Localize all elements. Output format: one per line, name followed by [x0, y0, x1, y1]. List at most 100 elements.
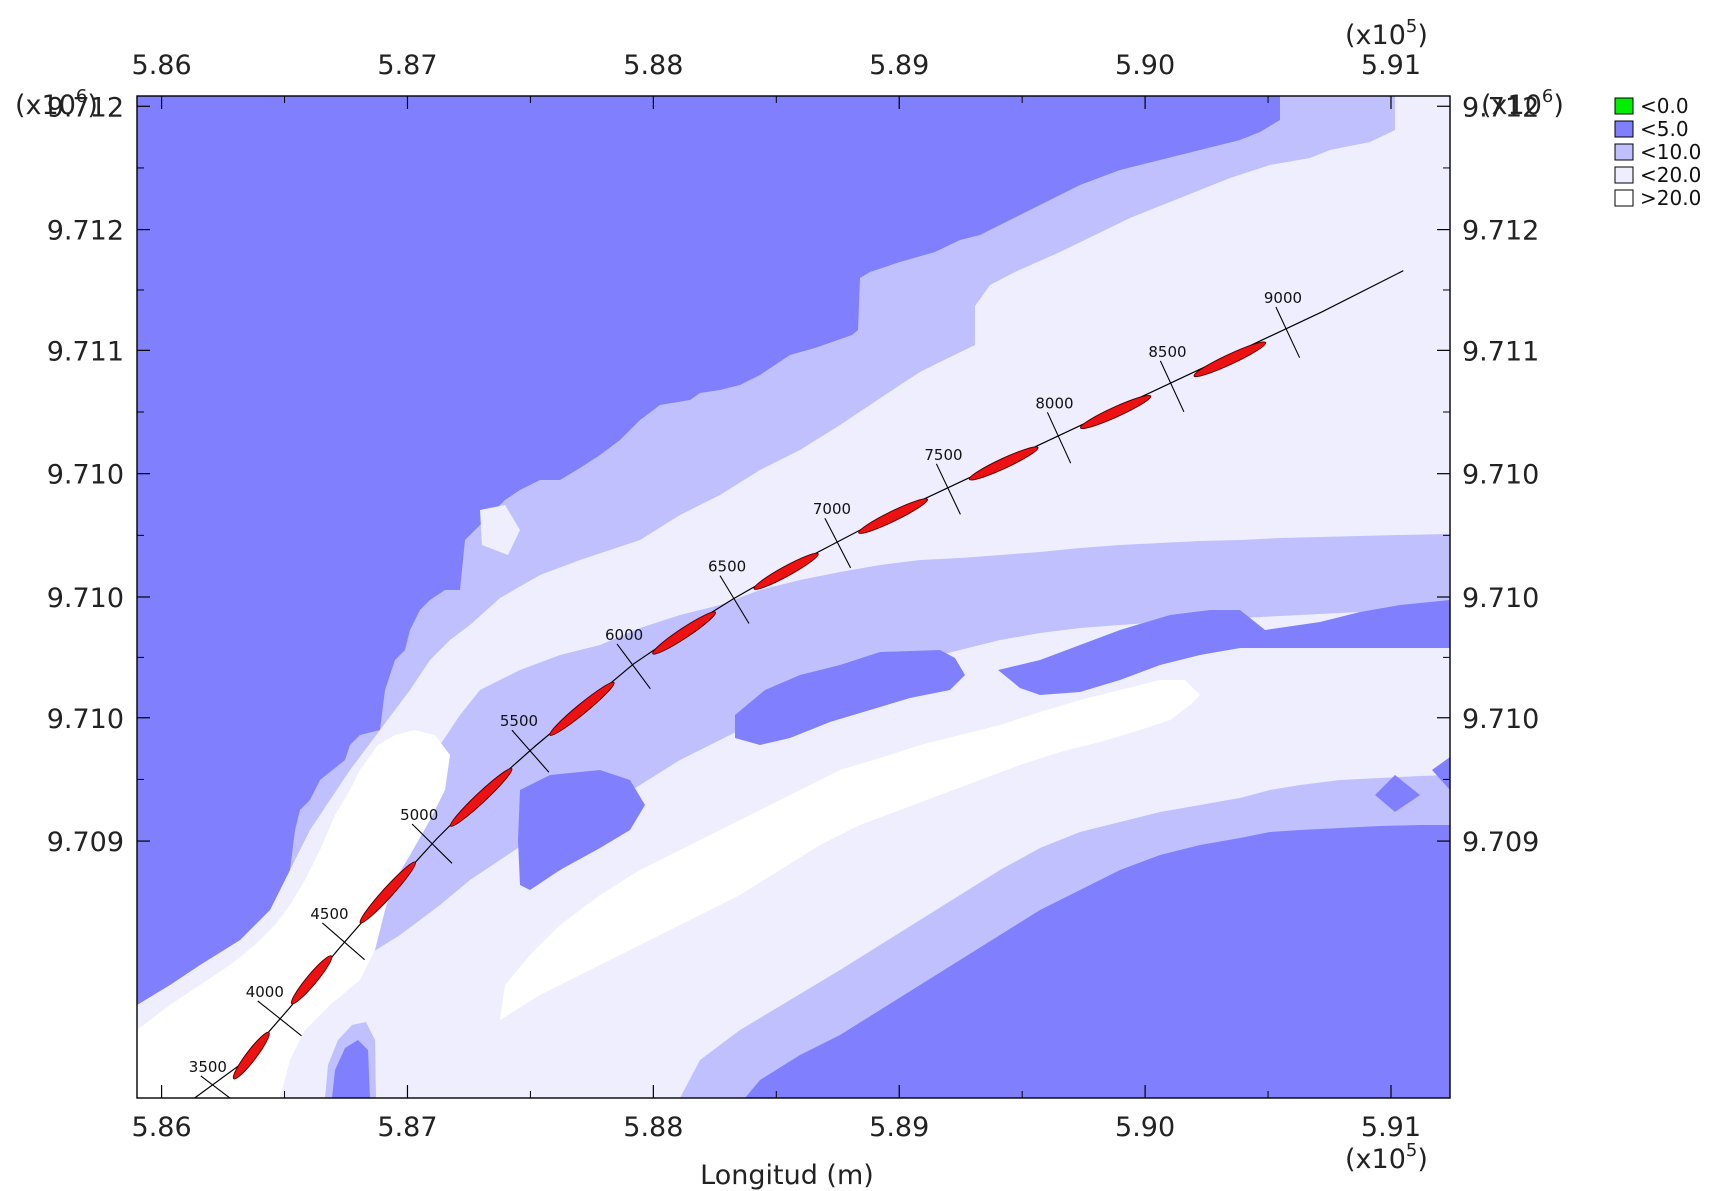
y-tick-label-left: 9.711: [47, 336, 124, 367]
y-multiplier-left-exp: 6: [76, 86, 87, 107]
station-label: 5500: [500, 712, 538, 730]
y-tick-label-right: 9.712: [1462, 92, 1539, 123]
band-gt20-southwest: [137, 730, 450, 1098]
legend-swatch: [1614, 189, 1634, 207]
station-label: 5000: [400, 806, 438, 824]
vessel-mark: [968, 446, 1039, 481]
x-multiplier-top-exp: 5: [1406, 16, 1417, 37]
station-tick: [411, 823, 453, 864]
y-tick-label-right: 9.710: [1462, 583, 1539, 614]
y-tick-label-left: 9.710: [47, 460, 124, 491]
band-lt5-notch: [342, 568, 400, 628]
station-tick: [935, 463, 961, 515]
station-tick: [719, 575, 750, 624]
y-tick-label-right: 9.711: [1462, 336, 1539, 367]
x-tick-label-bottom: 5.90: [1115, 1112, 1175, 1143]
station-label: 4000: [246, 983, 284, 1001]
vessel-mark: [359, 861, 417, 924]
band-lt5-east-spot-a: [1375, 775, 1420, 812]
x-tick-label-top: 5.87: [377, 50, 437, 81]
band-lt5-bar-left: [518, 770, 645, 890]
station-label: 3500: [189, 1058, 227, 1076]
station-tick: [1275, 306, 1301, 358]
legend-label: <20.0: [1640, 163, 1701, 187]
x-tick-label-top: 5.90: [1115, 50, 1175, 81]
station-label: 4500: [310, 905, 348, 923]
station-label: 7000: [813, 500, 851, 518]
vessel-track-layer: 3500 4000 4500 5000 5500 6000 6500 7000 7500 8000…: [189, 270, 1404, 1098]
vessel-mark: [753, 552, 819, 590]
x-tick-label-top: 5.89: [869, 50, 929, 81]
vessel-mark: [290, 955, 333, 1005]
x-tick-label-bottom: 5.89: [869, 1112, 929, 1143]
band-lt5-bar-mid: [735, 650, 965, 745]
station-label: 6500: [708, 558, 746, 576]
y-tick-label-right: 9.710: [1462, 460, 1539, 491]
band-lt5-southeast: [745, 825, 1450, 1098]
station-tick: [1159, 360, 1185, 413]
x-axis-bottom-multiplier: (x105): [1345, 1140, 1428, 1175]
y-multiplier-right-base: (x10: [1481, 90, 1542, 121]
station-label: 8500: [1148, 343, 1186, 361]
station-tick: [257, 1000, 302, 1037]
y-tick-label-left: 9.710: [47, 583, 124, 614]
x-multiplier-top-base: (x10: [1345, 20, 1406, 51]
band-lt20-notch: [480, 505, 520, 555]
station-label: 8000: [1035, 394, 1073, 412]
legend-label: <0.0: [1640, 94, 1689, 118]
vessel-mark: [858, 498, 929, 534]
band-lt5-sw-lobe: [332, 1040, 370, 1098]
y-tick-label-left: 9.712: [47, 216, 124, 247]
station-label: 9000: [1264, 289, 1302, 307]
station-label: 6000: [605, 626, 643, 644]
band-lt5-bar-right: [998, 600, 1450, 695]
band-gt20-southeast: [500, 680, 1200, 1020]
legend-swatch: [1614, 143, 1634, 161]
vessel-mark: [1193, 341, 1267, 378]
contour-bands: [137, 96, 1450, 1098]
band-lt5-north: [137, 96, 1280, 1005]
svg-text:(x105): (x105): [1345, 1140, 1428, 1175]
y-tick-label-left: 9.709: [47, 827, 124, 858]
x-tick-label-top: 5.88: [623, 50, 683, 81]
y-tick-label-right: 9.712: [1462, 216, 1539, 247]
svg-text:(x106): (x106): [15, 86, 98, 121]
legend-swatch: [1614, 166, 1634, 184]
station-tick: [616, 643, 651, 690]
x-axis-title: Longitud (m): [700, 1160, 874, 1191]
y-tick-label-right: 9.710: [1462, 704, 1539, 735]
station-tick: [1046, 412, 1072, 464]
band-lt5-east-spot-b: [1432, 757, 1450, 790]
x-tick-label-top: 5.91: [1361, 50, 1421, 81]
station-tick: [200, 1075, 231, 1098]
y-tick-label-left: 9.712: [47, 92, 124, 123]
y-multiplier-right-exp: 6: [1542, 86, 1553, 107]
vessel-mark: [449, 767, 513, 827]
legend-label: <10.0: [1640, 140, 1701, 164]
legend-label: <5.0: [1640, 117, 1689, 141]
station-tick: [511, 729, 550, 773]
x-multiplier-bottom-exp: 5: [1406, 1140, 1417, 1161]
x-tick-label-top: 5.86: [132, 50, 192, 81]
vessel-mark: [1079, 394, 1152, 430]
x-axis-top-multiplier: (x105): [1345, 16, 1428, 51]
svg-text:(x106): (x106): [1481, 86, 1564, 121]
vessel-mark: [652, 611, 716, 655]
x-tick-label-bottom: 5.87: [377, 1112, 437, 1143]
legend-swatch: [1614, 97, 1634, 115]
y-axis-left-multiplier: (x106): [15, 86, 98, 121]
vessel-mark: [232, 1031, 270, 1080]
legend: <0.0<5.0<10.0<20.0>20.0: [1614, 94, 1701, 210]
station-label: 7500: [924, 446, 962, 464]
x-tick-label-bottom: 5.91: [1361, 1112, 1421, 1143]
station-tick: [322, 922, 365, 961]
y-tick-label-right: 9.709: [1462, 827, 1539, 858]
svg-text:(x105): (x105): [1345, 16, 1428, 51]
x-tick-label-bottom: 5.88: [623, 1112, 683, 1143]
y-axis-right-multiplier: (x106): [1481, 86, 1564, 121]
legend-swatch: [1614, 120, 1634, 138]
legend-label: >20.0: [1640, 186, 1701, 210]
y-multiplier-left-base: (x10: [15, 90, 76, 121]
y-tick-label-left: 9.710: [47, 704, 124, 735]
